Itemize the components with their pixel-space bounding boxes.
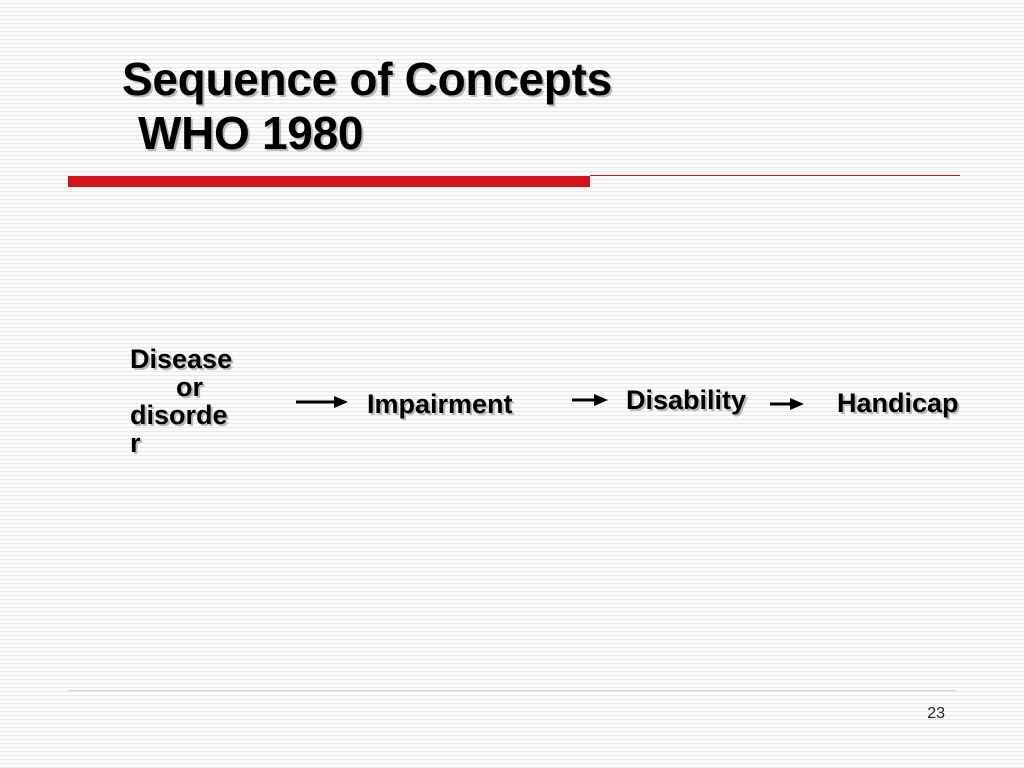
title-underline-thin <box>590 175 960 176</box>
title-underline-thick <box>68 176 590 187</box>
page-number: 23 <box>927 705 945 722</box>
arrow-disease-to-impairment <box>296 395 348 409</box>
node-disease-line-4: r <box>130 428 141 458</box>
slide-title: Sequence of Concepts WHO 1980 <box>122 52 612 160</box>
node-disease-line-3: disorde <box>130 400 228 430</box>
arrow-impairment-to-disability <box>572 393 608 407</box>
node-disease-or-disorder: Disease or disorde r <box>130 345 232 457</box>
title-line-1: Sequence of Concepts <box>122 53 612 105</box>
node-impairment: Impairment <box>367 389 513 419</box>
node-disease-line-1: Disease <box>130 344 233 374</box>
footer-divider <box>68 690 956 691</box>
node-disability: Disability <box>626 385 747 415</box>
node-handicap: Handicap <box>837 388 959 418</box>
title-line-2: WHO 1980 <box>138 107 364 159</box>
node-disease-line-2: or <box>176 372 203 402</box>
arrow-disability-to-handicap <box>770 397 804 411</box>
